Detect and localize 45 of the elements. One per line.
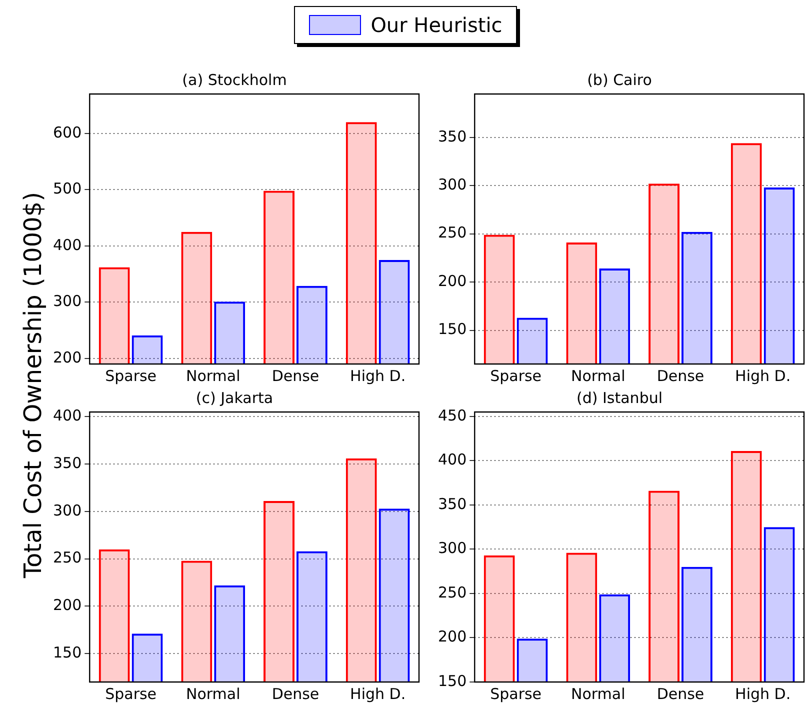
y-tick-label: 300 <box>438 176 467 194</box>
y-tick-label: 250 <box>438 224 467 242</box>
x-tick-label: Normal <box>186 684 240 703</box>
x-tick-label: Dense <box>656 366 704 385</box>
y-tick-label: 400 <box>438 450 467 469</box>
y-tick-label: 150 <box>438 672 467 690</box>
y-tick-label: 300 <box>52 292 82 310</box>
y-tick-label: 200 <box>438 628 467 646</box>
y-tick-label: 350 <box>52 454 82 472</box>
x-tick-label: High D. <box>735 684 791 703</box>
x-tick-label: Normal <box>186 366 240 385</box>
y-tick-label: 150 <box>438 320 467 338</box>
y-tick-label: 600 <box>52 123 82 142</box>
y-tick-label: 200 <box>52 596 82 614</box>
y-tick-label: 200 <box>52 348 82 366</box>
x-tick-label: High D. <box>350 684 406 703</box>
x-tick-label: Sparse <box>105 684 157 703</box>
y-tick-label: 300 <box>52 501 82 520</box>
x-tick-label: Sparse <box>490 366 542 385</box>
y-tick-label: 500 <box>52 180 82 198</box>
x-tick-label: Dense <box>272 366 320 385</box>
y-tick-label: 350 <box>438 494 467 513</box>
x-tick-label: Sparse <box>490 684 542 703</box>
y-tick-label: 150 <box>52 643 82 662</box>
y-tick-label: 200 <box>438 272 467 290</box>
y-tick-label: 400 <box>52 236 82 254</box>
chart-title: (c) Jakarta <box>196 388 274 407</box>
x-tick-label: Normal <box>571 684 626 703</box>
chart-title: (a) Stockholm <box>182 70 287 89</box>
x-tick-label: Dense <box>656 684 704 703</box>
chart-title: (d) Istanbul <box>576 388 663 407</box>
x-tick-label: High D. <box>735 366 791 385</box>
chart-title: (b) Cairo <box>587 70 652 89</box>
y-axis-title: Total Cost of Ownership (1000$) <box>19 192 48 578</box>
legend-label: Our Heuristic <box>370 13 502 37</box>
y-tick-label: 400 <box>52 406 82 425</box>
x-tick-label: Sparse <box>105 366 157 385</box>
x-tick-label: Normal <box>571 366 626 385</box>
y-tick-label: 350 <box>438 127 467 146</box>
y-tick-label: 250 <box>438 583 467 602</box>
y-tick-label: 450 <box>438 406 467 424</box>
y-tick-label: 300 <box>438 539 467 558</box>
x-tick-label: High D. <box>350 366 406 385</box>
x-tick-label: Dense <box>272 684 320 703</box>
y-tick-label: 250 <box>52 548 82 567</box>
